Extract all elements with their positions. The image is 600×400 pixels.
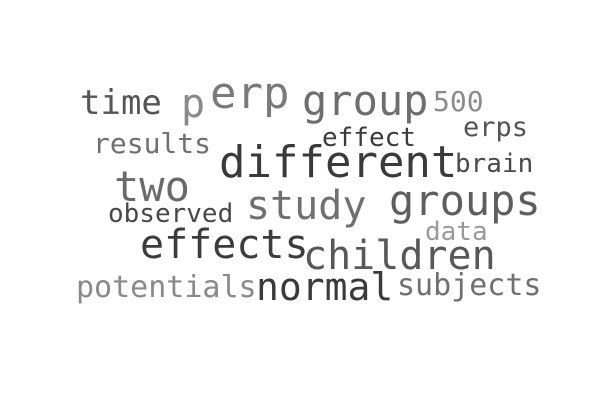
word-500: 500: [433, 85, 484, 118]
word-data: data: [425, 217, 488, 247]
word-erps: erps: [463, 112, 529, 143]
word-effect: effect: [322, 123, 416, 153]
word-erp: erp: [210, 68, 290, 119]
word-subjects: subjects: [397, 268, 542, 303]
word-potentials: potentials: [76, 270, 257, 305]
word-study: study: [246, 183, 367, 229]
word-observed: observed: [108, 199, 234, 229]
word-groups: groups: [389, 176, 541, 225]
word-children: children: [303, 233, 496, 279]
word-results: results: [93, 127, 212, 160]
word-group: group: [302, 76, 429, 125]
word-effects: effects: [140, 222, 309, 268]
word-two: two: [114, 162, 190, 211]
word-brain: brain: [455, 149, 534, 179]
word-time: time: [80, 83, 162, 123]
word-p: p: [181, 81, 206, 127]
word-different: different: [219, 137, 458, 188]
word-normal: normal: [256, 265, 394, 309]
